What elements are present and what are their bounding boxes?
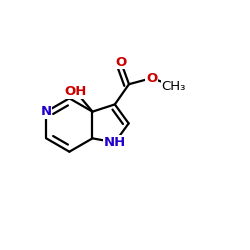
Text: CH₃: CH₃ bbox=[162, 80, 186, 93]
Text: OH: OH bbox=[65, 85, 87, 98]
Text: O: O bbox=[146, 72, 157, 85]
Text: N: N bbox=[41, 105, 52, 118]
Text: NH: NH bbox=[104, 136, 126, 149]
Text: O: O bbox=[115, 56, 126, 68]
